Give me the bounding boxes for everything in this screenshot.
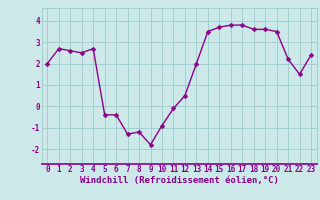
X-axis label: Windchill (Refroidissement éolien,°C): Windchill (Refroidissement éolien,°C) bbox=[80, 176, 279, 185]
